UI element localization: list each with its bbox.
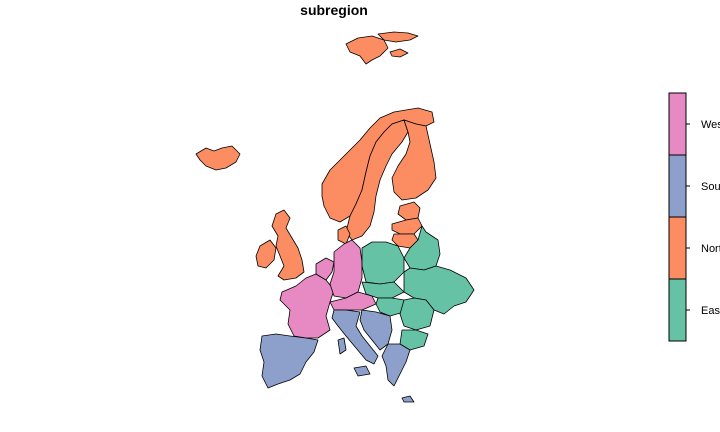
balkans-west bbox=[359, 309, 393, 351]
western-europe-regions bbox=[279, 239, 377, 339]
spain-portugal bbox=[259, 333, 319, 389]
ireland bbox=[255, 239, 277, 269]
france bbox=[279, 273, 335, 339]
sicily bbox=[353, 365, 371, 377]
legend-frame bbox=[668, 92, 687, 342]
estonia bbox=[397, 201, 421, 221]
balkans-south bbox=[381, 343, 411, 387]
belgium-netherlands bbox=[315, 257, 335, 281]
map-title: subregion bbox=[300, 2, 368, 18]
legend-swatch-northern bbox=[668, 216, 687, 280]
finland bbox=[391, 119, 437, 201]
legend-swatch-eastern bbox=[668, 278, 687, 342]
svalbard-east bbox=[389, 48, 409, 58]
denmark bbox=[337, 225, 351, 245]
great-britain bbox=[271, 209, 305, 281]
latvia bbox=[391, 217, 423, 235]
legend-label-southern: Southern Europe bbox=[701, 181, 720, 193]
legend-label-western: Western Europe bbox=[701, 119, 720, 131]
legend: Western Europe Southern Europe Northern … bbox=[668, 92, 720, 342]
southern-europe-regions bbox=[259, 309, 415, 403]
czechia-slovakia bbox=[361, 281, 405, 299]
belarus-russia bbox=[403, 225, 441, 271]
eastern-europe-regions bbox=[361, 225, 475, 351]
legend-label-northern: Northern Europe bbox=[701, 243, 720, 255]
crete bbox=[401, 395, 415, 403]
svalbard bbox=[345, 35, 389, 65]
legend-swatch-southern bbox=[668, 154, 687, 218]
germany bbox=[329, 239, 363, 299]
northern-europe-regions bbox=[195, 31, 437, 281]
sardinia bbox=[337, 337, 347, 355]
svalbard-north bbox=[377, 31, 419, 43]
legend-label-eastern: Eastern Europe bbox=[701, 305, 720, 317]
poland bbox=[361, 241, 405, 285]
legend-swatch-western bbox=[668, 92, 687, 156]
italy bbox=[331, 309, 379, 365]
iceland bbox=[195, 145, 241, 171]
romania bbox=[399, 297, 435, 331]
